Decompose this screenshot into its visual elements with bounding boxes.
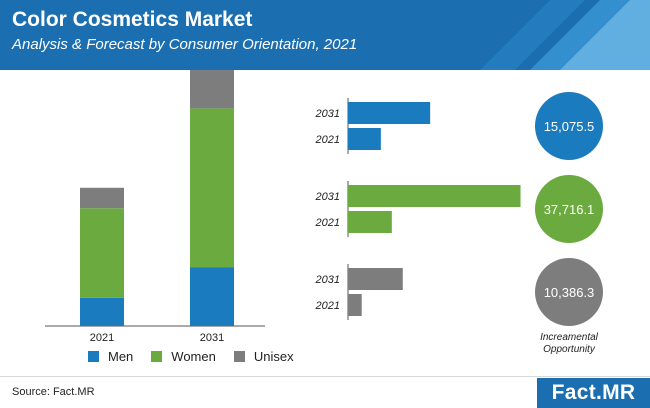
legend-swatch-women xyxy=(151,351,163,362)
header-banner: Color Cosmetics Market Analysis & Foreca… xyxy=(0,0,650,70)
incremental-circle-unisex xyxy=(535,258,603,326)
page-subtitle: Analysis & Forecast by Consumer Orientat… xyxy=(12,36,358,53)
hbar-label-unisex-2021: 2021 xyxy=(315,300,340,312)
hbar-women-2031 xyxy=(348,185,521,207)
stacked-bar-unisex-2031 xyxy=(190,70,234,109)
hbar-unisex-2021 xyxy=(348,294,362,316)
stacked-bar-women-2031 xyxy=(190,108,234,268)
hbar-label-unisex-2031: 2031 xyxy=(315,274,340,286)
hbar-label-men-2021: 2021 xyxy=(315,134,340,146)
stacked-bar-men-2031 xyxy=(190,267,234,326)
legend-label-unisex: Unisex xyxy=(253,349,294,364)
legend-item-men: Men xyxy=(88,349,133,364)
hbar-women-2021 xyxy=(348,211,392,233)
hbar-men-2031 xyxy=(348,102,431,124)
stacked-bar-men-2021 xyxy=(80,297,124,326)
incremental-circle-women xyxy=(535,175,603,243)
legend-item-unisex: Unisex xyxy=(233,349,294,364)
incremental-value-women: 37,716.1 xyxy=(544,202,595,217)
hbar-men-2021 xyxy=(348,128,381,150)
x-tick-label-2031: 2031 xyxy=(200,332,224,344)
footer-divider xyxy=(0,376,650,377)
source-text: Source: Fact.MR xyxy=(12,386,95,398)
legend-swatch-men xyxy=(88,351,99,362)
stacked-bar-women-2021 xyxy=(80,208,124,298)
x-tick-label-2021: 2021 xyxy=(90,332,114,344)
hbar-unisex-2031 xyxy=(348,268,403,290)
legend: Men Women Unisex xyxy=(88,349,312,364)
hbar-label-women-2021: 2021 xyxy=(315,217,340,229)
incremental-value-men: 15,075.5 xyxy=(544,119,595,134)
legend-label-men: Men xyxy=(108,349,134,364)
hbar-label-women-2031: 2031 xyxy=(315,191,340,203)
header-decoration xyxy=(480,0,650,70)
legend-item-women: Women xyxy=(151,349,216,364)
page-title: Color Cosmetics Market xyxy=(12,8,253,31)
incremental-opportunity-label: Increamental Opportunity xyxy=(540,332,598,355)
legend-swatch-unisex xyxy=(233,351,245,362)
hbar-label-men-2031: 2031 xyxy=(315,108,340,120)
incremental-circle-men xyxy=(535,92,603,160)
factmr-logo: Fact.MR xyxy=(537,378,650,408)
incremental-value-unisex: 10,386.3 xyxy=(544,285,595,300)
stacked-bar-unisex-2021 xyxy=(80,187,124,209)
legend-label-women: Women xyxy=(171,349,216,364)
